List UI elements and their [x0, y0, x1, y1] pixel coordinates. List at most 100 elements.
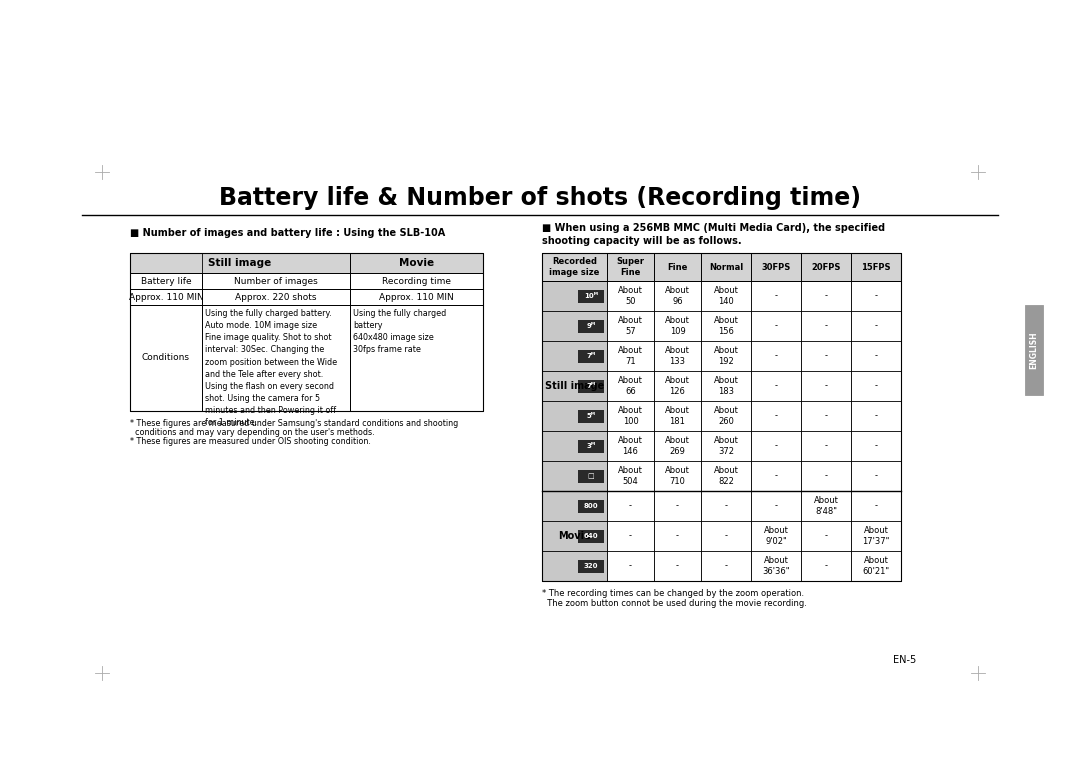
- Bar: [350, 289, 483, 305]
- Text: -: -: [875, 352, 877, 360]
- Bar: [542, 281, 607, 311]
- Text: -: -: [824, 352, 827, 360]
- Text: -: -: [774, 352, 778, 360]
- Bar: [701, 551, 751, 581]
- Text: -: -: [676, 532, 679, 540]
- Bar: [578, 379, 604, 392]
- Text: Conditions: Conditions: [141, 353, 190, 362]
- Text: -: -: [629, 501, 632, 510]
- Text: -: -: [774, 321, 778, 330]
- Bar: [701, 311, 751, 341]
- Bar: [701, 491, 751, 521]
- Bar: [654, 401, 701, 431]
- Bar: [654, 371, 701, 401]
- Text: ■ When using a 256MB MMC (Multi Media Card), the specified: ■ When using a 256MB MMC (Multi Media Ca…: [542, 223, 886, 233]
- Text: About
96: About 96: [665, 286, 690, 306]
- Bar: [578, 349, 604, 362]
- Bar: [607, 341, 654, 371]
- Text: About
710: About 710: [665, 466, 690, 486]
- Text: Using the fully charged battery.
Auto mode. 10M image size
Fine image quality. S: Using the fully charged battery. Auto mo…: [205, 309, 337, 427]
- Bar: [751, 521, 801, 551]
- Text: About
156: About 156: [714, 316, 739, 336]
- Bar: [607, 253, 654, 281]
- Text: EN-5: EN-5: [893, 655, 917, 665]
- Text: Still image: Still image: [208, 258, 272, 268]
- Text: About
126: About 126: [665, 376, 690, 396]
- Text: 7ᴹ: 7ᴹ: [586, 383, 596, 389]
- Bar: [851, 431, 901, 461]
- Text: Fine: Fine: [667, 262, 688, 272]
- Bar: [701, 521, 751, 551]
- Text: Battery life & Number of shots (Recording time): Battery life & Number of shots (Recordin…: [219, 186, 861, 210]
- Bar: [578, 530, 604, 542]
- Bar: [851, 401, 901, 431]
- Text: Movie: Movie: [558, 531, 591, 541]
- Text: shooting capacity will be as follows.: shooting capacity will be as follows.: [542, 236, 742, 246]
- Bar: [130, 305, 202, 411]
- Bar: [1025, 305, 1043, 395]
- Text: About
17'37": About 17'37": [862, 526, 890, 546]
- Text: About
57: About 57: [618, 316, 643, 336]
- Bar: [701, 431, 751, 461]
- Bar: [851, 371, 901, 401]
- Bar: [607, 521, 654, 551]
- Text: Recording time: Recording time: [382, 276, 451, 285]
- Text: -: -: [875, 442, 877, 450]
- Text: -: -: [875, 382, 877, 391]
- Text: Number of images: Number of images: [234, 276, 318, 285]
- Text: -: -: [824, 472, 827, 481]
- Text: -: -: [676, 501, 679, 510]
- Bar: [542, 371, 607, 401]
- Text: -: -: [629, 532, 632, 540]
- Text: -: -: [774, 442, 778, 450]
- Bar: [654, 341, 701, 371]
- Bar: [801, 551, 851, 581]
- Text: -: -: [875, 501, 877, 510]
- Bar: [801, 281, 851, 311]
- Bar: [751, 491, 801, 521]
- Text: Movie: Movie: [399, 258, 434, 268]
- Bar: [542, 431, 607, 461]
- Bar: [751, 281, 801, 311]
- Text: -: -: [875, 411, 877, 420]
- Text: 5ᴹ: 5ᴹ: [586, 413, 595, 419]
- Text: -: -: [824, 291, 827, 301]
- Bar: [801, 253, 851, 281]
- Bar: [542, 521, 607, 551]
- Bar: [801, 461, 851, 491]
- Bar: [578, 320, 604, 333]
- Bar: [542, 341, 607, 371]
- Bar: [801, 311, 851, 341]
- Bar: [701, 371, 751, 401]
- Text: -: -: [875, 472, 877, 481]
- Bar: [751, 461, 801, 491]
- Text: Approx. 110 MIN: Approx. 110 MIN: [129, 292, 203, 301]
- Bar: [542, 253, 607, 281]
- Text: 640: 640: [583, 533, 598, 539]
- Bar: [654, 431, 701, 461]
- Text: Approx. 220 shots: Approx. 220 shots: [235, 292, 316, 301]
- Bar: [851, 521, 901, 551]
- Bar: [751, 401, 801, 431]
- Text: -: -: [629, 562, 632, 571]
- Text: 15FPS: 15FPS: [861, 262, 891, 272]
- Bar: [801, 371, 851, 401]
- Text: About
181: About 181: [665, 406, 690, 426]
- Bar: [701, 341, 751, 371]
- Bar: [801, 341, 851, 371]
- Text: -: -: [824, 321, 827, 330]
- Text: The zoom button connot be used during the movie recording.: The zoom button connot be used during th…: [542, 599, 807, 608]
- Text: 20FPS: 20FPS: [811, 262, 840, 272]
- Bar: [751, 431, 801, 461]
- Text: -: -: [725, 562, 728, 571]
- Bar: [542, 253, 901, 581]
- Bar: [202, 273, 350, 289]
- Bar: [202, 289, 350, 305]
- Bar: [607, 371, 654, 401]
- Bar: [130, 289, 202, 305]
- Bar: [607, 311, 654, 341]
- Text: About
269: About 269: [665, 436, 690, 456]
- Bar: [607, 461, 654, 491]
- Bar: [851, 253, 901, 281]
- Bar: [851, 341, 901, 371]
